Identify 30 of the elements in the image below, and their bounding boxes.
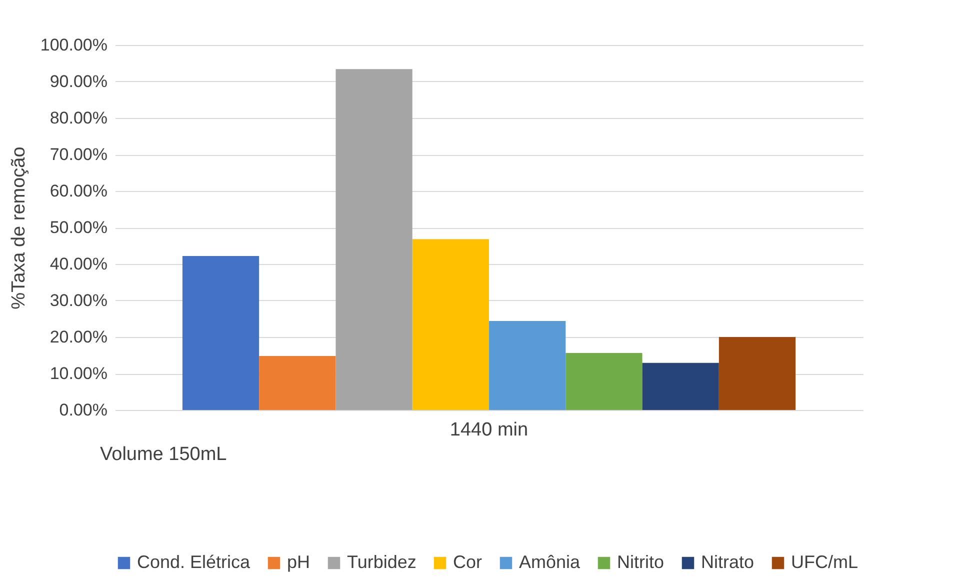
y-tick-label: 20.00% — [50, 328, 108, 346]
bar — [642, 362, 719, 410]
y-tick-label: 80.00% — [50, 108, 108, 128]
legend-label: Cor — [453, 552, 482, 572]
y-tick-label: 100.00% — [40, 36, 108, 54]
legend-label: Cond. Elétrica — [137, 552, 252, 572]
y-tick-label: 50.00% — [50, 218, 108, 237]
legend-label: Nitrato — [701, 552, 754, 572]
y-tick-label: 30.00% — [50, 291, 108, 310]
bar — [718, 337, 796, 410]
bar — [566, 353, 642, 410]
y-axis-title: %Taxa de remoção — [8, 146, 30, 310]
text: Volume 150mL — [100, 444, 227, 466]
y-tick-label: 10.00% — [50, 364, 108, 383]
legend-label: Turbidez — [347, 552, 416, 572]
bar — [489, 320, 566, 410]
bar — [336, 69, 412, 410]
x-tick-label: 1440 min — [450, 420, 528, 440]
legend-label: Amônia — [519, 552, 582, 572]
legend-label: pH — [287, 552, 310, 572]
legend-label: UFC/mL — [791, 552, 858, 572]
y-tick-label: 40.00% — [50, 254, 108, 274]
y-tick-label: 70.00% — [50, 145, 108, 164]
y-tick-label: 60.00% — [50, 182, 108, 200]
y-tick-label: 90.00% — [50, 72, 108, 91]
bar — [259, 356, 336, 410]
y-tick-label: 0.00% — [59, 400, 108, 420]
bar — [412, 239, 489, 410]
legend-label: Nitrito — [617, 552, 664, 572]
bar — [182, 256, 260, 410]
